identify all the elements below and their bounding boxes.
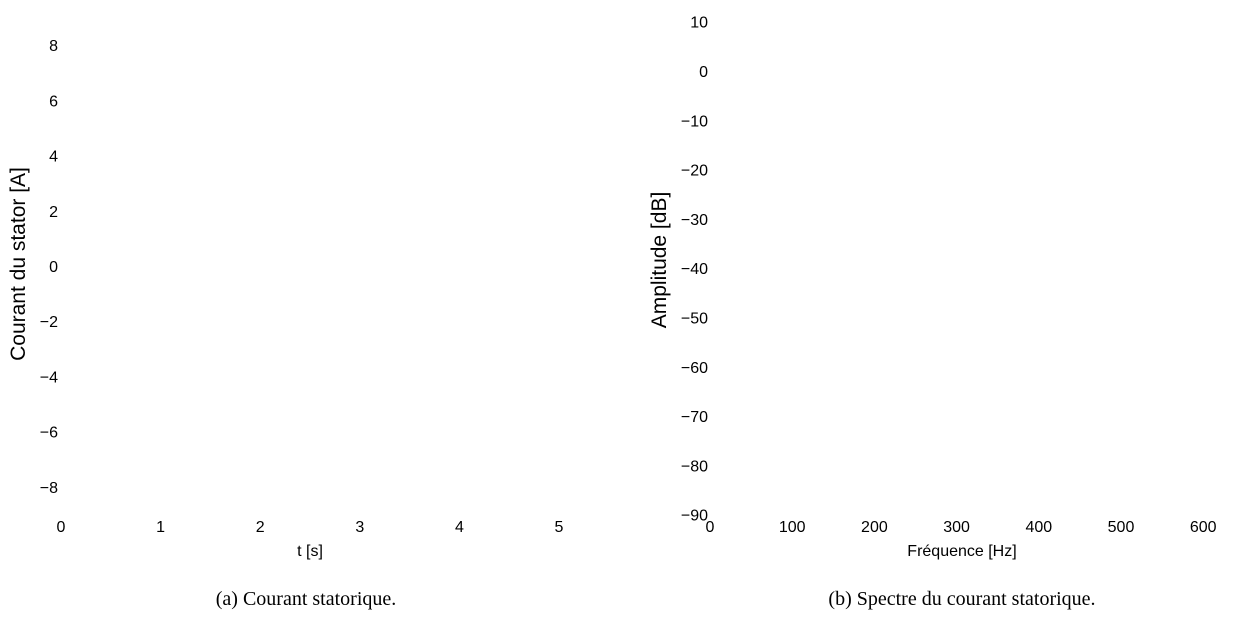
y-tick-label: −4 bbox=[40, 369, 58, 386]
y-tick-label: 8 bbox=[49, 38, 58, 55]
x-tick-label: 300 bbox=[943, 519, 970, 536]
y-tick-label: 0 bbox=[699, 64, 708, 81]
y-tick-label: −6 bbox=[40, 425, 58, 442]
y-tick-label: −50 bbox=[681, 311, 708, 328]
x-tick-label: 5 bbox=[555, 519, 564, 536]
y-tick-label: 4 bbox=[49, 149, 58, 166]
x-tick-labels: 0 1 2 3 4 5 bbox=[57, 519, 564, 536]
x-axis-label: Fréquence [Hz] bbox=[907, 543, 1016, 560]
y-axis-label: Amplitude [dB] bbox=[648, 192, 671, 329]
x-tick-label: 0 bbox=[57, 519, 66, 536]
y-tick-label: 0 bbox=[49, 259, 58, 276]
y-tick-label: 10 bbox=[690, 15, 708, 32]
x-tick-label: 500 bbox=[1108, 519, 1135, 536]
y-tick-label: −80 bbox=[681, 458, 708, 475]
y-tick-label: −2 bbox=[40, 314, 58, 331]
x-tick-label: 1 bbox=[156, 519, 165, 536]
y-tick-labels: 10 0 −10 −20 −30 −40 −50 −60 −70 −80 −90 bbox=[681, 15, 708, 525]
y-tick-label: 6 bbox=[49, 93, 58, 110]
caption-a: (a) Courant statorique. bbox=[216, 588, 397, 610]
y-tick-label: −8 bbox=[40, 480, 58, 497]
x-tick-label: 100 bbox=[779, 519, 806, 536]
chart-stator-current: 8 6 4 2 0 −2 −4 −6 −8 0 1 2 3 4 5 Courant du stator [… bbox=[7, 38, 564, 610]
y-tick-label: −10 bbox=[681, 113, 708, 130]
y-axis-label: Courant du stator [A] bbox=[7, 167, 30, 361]
x-tick-label: 0 bbox=[706, 519, 715, 536]
x-tick-label: 600 bbox=[1190, 519, 1217, 536]
x-tick-label: 200 bbox=[861, 519, 888, 536]
x-tick-label: 400 bbox=[1025, 519, 1052, 536]
y-tick-label: −90 bbox=[681, 508, 708, 525]
y-tick-label: −30 bbox=[681, 212, 708, 229]
x-tick-label: 4 bbox=[455, 519, 464, 536]
x-tick-label: 2 bbox=[256, 519, 265, 536]
caption-b: (b) Spectre du courant statorique. bbox=[828, 588, 1095, 610]
x-tick-labels: 0 100 200 300 400 500 600 bbox=[706, 519, 1217, 536]
y-tick-labels: 8 6 4 2 0 −2 −4 −6 −8 bbox=[40, 38, 58, 497]
x-axis-label: t [s] bbox=[297, 543, 323, 560]
y-tick-label: −40 bbox=[681, 261, 708, 278]
y-tick-label: −20 bbox=[681, 163, 708, 180]
x-tick-label: 3 bbox=[355, 519, 364, 536]
y-tick-label: 2 bbox=[49, 204, 58, 221]
y-tick-label: −70 bbox=[681, 409, 708, 426]
y-tick-label: −60 bbox=[681, 360, 708, 377]
chart-spectrum: 100−10−20−30−40−50−60−70−80−90 0 100 200 30… bbox=[648, 15, 1217, 610]
